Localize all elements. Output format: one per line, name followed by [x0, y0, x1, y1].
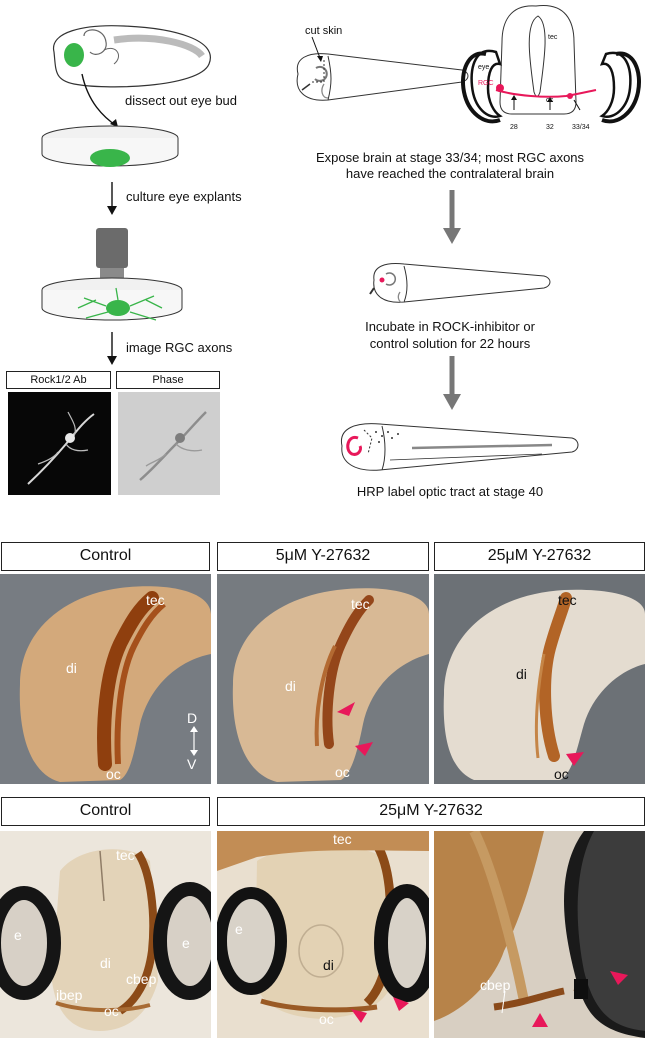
tadpole-incubation: [369, 263, 551, 304]
row2-zoom-cbep-label: cbep: [480, 977, 511, 993]
row1-5um-header: 5μM Y-27632: [217, 542, 429, 571]
row2-zoom-arrowhead-1: [532, 1013, 548, 1027]
rock-antibody-image: [8, 392, 111, 495]
culture-label: culture eye explants: [126, 189, 242, 204]
cut-skin-label: cut skin: [305, 25, 343, 37]
ventral-label: V: [187, 756, 197, 772]
row2-25um-tec-label: tec: [333, 831, 352, 847]
row2-25um-section-image: tec e di oc: [217, 831, 429, 1038]
phase-header: Phase: [116, 371, 220, 389]
row2-control-image: tec e e di ibep cbep oc: [0, 831, 211, 1038]
down-arrow-1: [107, 182, 117, 215]
oc-schematic-label: oc: [546, 97, 554, 104]
row2-control-header: Control: [1, 797, 210, 826]
row1-25um-image: tec di oc: [434, 574, 645, 784]
incubate-text-line-1: Incubate in ROCK-inhibitor or: [365, 319, 535, 334]
row1-control-header: Control: [1, 542, 210, 571]
row1-5um-arrowhead-2: [355, 742, 373, 756]
curved-arrow: [81, 73, 119, 128]
row2-control-e-left-label: e: [14, 927, 22, 943]
stage-3334-label: 33/34: [572, 124, 590, 131]
rock-antibody-header: Rock1/2 Ab: [6, 371, 111, 389]
row2-25um-e-label: e: [235, 921, 243, 937]
image-label: image RGC axons: [126, 340, 233, 355]
dorsal-ventral-arrow: [190, 726, 198, 756]
row1-25um-arrowhead: [566, 752, 584, 766]
row2-25um-arrowhead-2: [393, 997, 409, 1011]
tec-schematic-label: tec: [548, 34, 558, 41]
row1-5um-tec-label: tec: [351, 596, 370, 612]
stage-28-label: 28: [510, 124, 518, 131]
hrp-text: HRP label optic tract at stage 40: [356, 484, 544, 499]
row1-control-tec-label: tec: [146, 592, 165, 608]
row1-5um-arrowhead-1: [337, 702, 355, 716]
gray-down-arrow-1: [443, 190, 461, 244]
incubate-text-line-2: control solution for 22 hours: [369, 336, 531, 351]
down-arrow-2: [107, 332, 117, 365]
stage-32-label: 32: [546, 124, 554, 131]
phase-image: [118, 392, 220, 495]
eye-schematic-label: eye: [478, 64, 490, 71]
tadpole-stage-40: [341, 423, 579, 471]
culture-dish-1: [41, 125, 179, 167]
row1-control-di-label: di: [66, 660, 77, 676]
brain-section-schematic: [461, 5, 641, 124]
row1-control-oc-label: oc: [106, 766, 121, 782]
row1-control-image: tec di oc D V: [0, 574, 211, 784]
row2-control-cbep-label: cbep: [126, 971, 157, 987]
row2-control-di-label: di: [100, 955, 111, 971]
row2-control-oc-label: oc: [104, 1003, 119, 1019]
rgc-schematic-label: RGC: [478, 80, 494, 87]
microscope-illustration: [41, 228, 183, 321]
row1-25um-tec-label: tec: [558, 592, 577, 608]
embryo-illustration: [53, 25, 211, 88]
row2-25um-arrowhead-1: [351, 1009, 367, 1023]
dissect-label: dissect out eye bud: [125, 93, 238, 108]
row1-25um-oc-label: oc: [554, 766, 569, 782]
dorsal-label: D: [187, 710, 198, 726]
row2-control-e-right-label: e: [182, 935, 190, 951]
row1-25um-header: 25μM Y-27632: [434, 542, 645, 571]
gray-down-arrow-2: [443, 356, 461, 410]
row2-control-tec-label: tec: [116, 847, 135, 863]
row1-5um-oc-label: oc: [335, 764, 350, 780]
row2-25um-oc-label: oc: [319, 1011, 334, 1027]
row2-25um-header: 25μM Y-27632: [217, 797, 645, 826]
row2-zoom-arrowhead-2: [610, 971, 628, 985]
row2-control-ibep-label: ibep: [56, 987, 83, 1003]
row1-5um-di-label: di: [285, 678, 296, 694]
row2-zoom-cbep-pointer: [501, 990, 506, 1014]
row1-5um-image: tec di oc: [217, 574, 429, 784]
row2-25um-di-label: di: [323, 957, 334, 973]
tadpole-cut-skin: [296, 36, 469, 101]
row1-25um-di-label: di: [516, 666, 527, 682]
expose-text-line-2: have reached the contralateral brain: [345, 166, 555, 181]
expose-text-line-1: Expose brain at stage 33/34; most RGC ax…: [315, 150, 585, 165]
row2-25um-zoom-image: cbep: [434, 831, 645, 1038]
